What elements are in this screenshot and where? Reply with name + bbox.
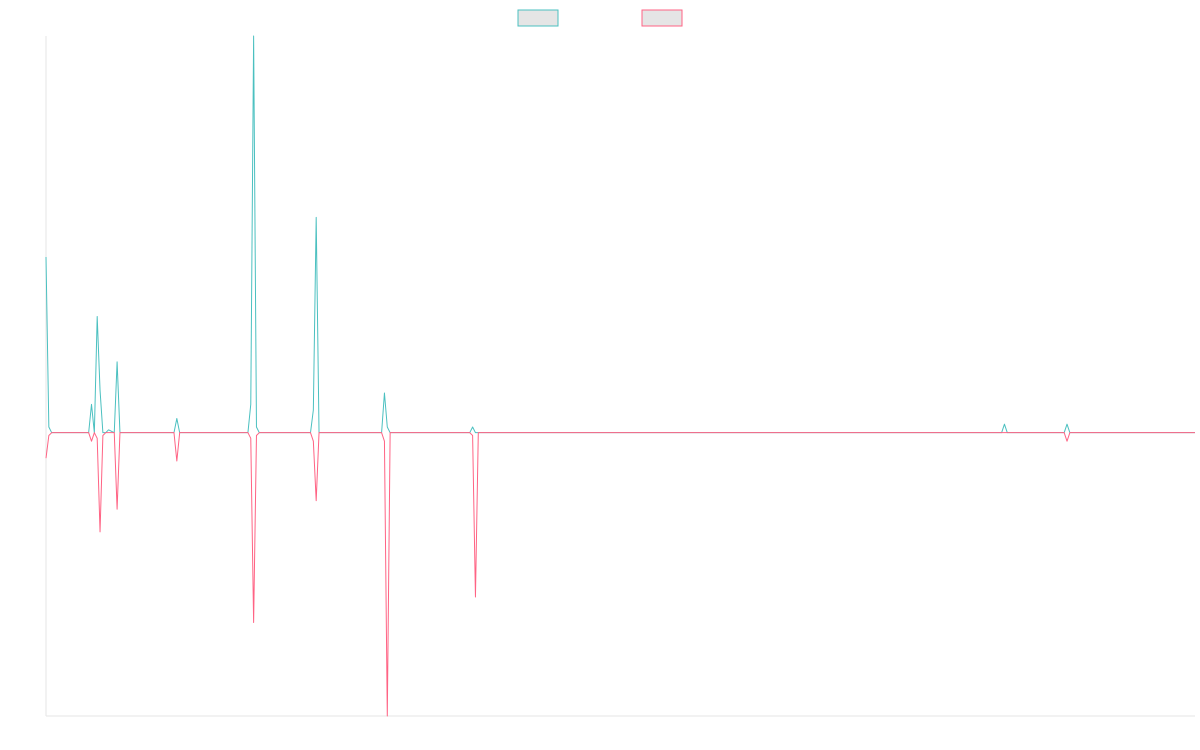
series-line-1 (45, 35, 1195, 434)
series-line-2 (45, 432, 1195, 717)
plot-area (45, 35, 1195, 717)
legend (517, 9, 683, 27)
axes (45, 36, 1195, 717)
legend-swatch-2[interactable] (641, 9, 683, 27)
legend-swatch-1[interactable] (517, 9, 559, 27)
